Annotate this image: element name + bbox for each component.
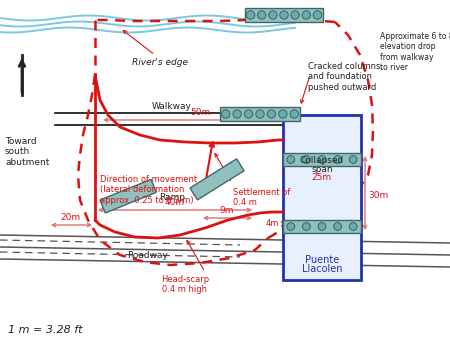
Circle shape (244, 110, 253, 118)
Text: Direction of movement
(lateral deformation
approx. 0.25 to 0.3 m): Direction of movement (lateral deformati… (100, 175, 197, 205)
Text: 4m: 4m (266, 219, 279, 228)
Circle shape (246, 11, 255, 19)
Circle shape (302, 156, 310, 164)
Circle shape (287, 156, 295, 164)
Circle shape (256, 110, 264, 118)
Bar (245, 8, 323, 22)
Text: 30m: 30m (368, 190, 388, 199)
Text: Puente: Puente (305, 255, 339, 265)
Circle shape (349, 156, 357, 164)
Circle shape (233, 110, 241, 118)
Bar (100, 179, 156, 213)
Circle shape (269, 11, 277, 19)
Text: Roadway: Roadway (127, 251, 168, 260)
Text: 9m: 9m (220, 206, 234, 215)
Circle shape (334, 156, 342, 164)
Text: River's edge: River's edge (132, 58, 188, 67)
Circle shape (291, 11, 299, 19)
Text: 1 m = 3.28 ft: 1 m = 3.28 ft (8, 325, 82, 335)
Circle shape (313, 11, 322, 19)
Circle shape (318, 156, 326, 164)
Text: 20m: 20m (60, 213, 80, 222)
Text: 40m: 40m (165, 198, 185, 207)
Circle shape (267, 110, 276, 118)
Circle shape (349, 223, 357, 230)
Text: Walkway: Walkway (152, 102, 192, 111)
Bar (190, 159, 244, 200)
Bar (220, 107, 300, 121)
Text: Collapsed: Collapsed (300, 156, 344, 165)
Circle shape (302, 11, 310, 19)
Text: span: span (311, 165, 333, 174)
Circle shape (334, 223, 342, 230)
Text: Llacolen: Llacolen (302, 264, 342, 274)
Text: Cracked columns,
and foundation
pushed outward: Cracked columns, and foundation pushed o… (308, 62, 383, 92)
Text: 25m: 25m (311, 173, 331, 182)
Text: Ramp: Ramp (159, 193, 185, 202)
Circle shape (279, 110, 287, 118)
Text: Approximate 6 to 8 m
elevation drop
from walkway
to river: Approximate 6 to 8 m elevation drop from… (380, 32, 450, 72)
Circle shape (290, 110, 298, 118)
Circle shape (302, 223, 310, 230)
Circle shape (287, 223, 295, 230)
Circle shape (318, 223, 326, 230)
Circle shape (221, 110, 230, 118)
Circle shape (280, 11, 288, 19)
Text: 50m: 50m (190, 108, 210, 117)
Text: Toward
south
abutment: Toward south abutment (5, 137, 50, 167)
Bar (283, 153, 361, 166)
Bar (283, 220, 361, 233)
Text: Settlement of
0.4 m: Settlement of 0.4 m (233, 188, 290, 207)
Text: Head-scarp
0.4 m high: Head-scarp 0.4 m high (161, 275, 209, 294)
Bar (283, 115, 361, 280)
Circle shape (257, 11, 266, 19)
